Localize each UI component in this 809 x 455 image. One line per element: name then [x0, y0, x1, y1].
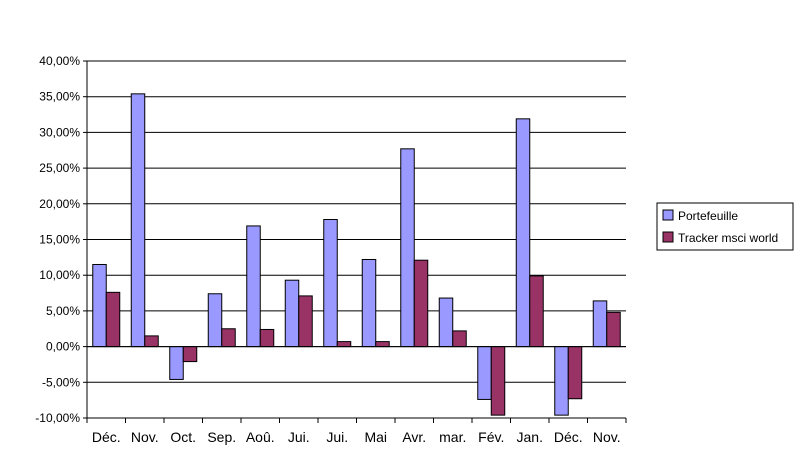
legend-label-tracker: Tracker msci world	[678, 231, 778, 245]
x-tick-label: Oct.	[170, 429, 196, 445]
bar-tracker	[182, 346, 198, 363]
bar-portefeuille	[92, 263, 107, 348]
legend-label-portefeuille: Portefeuille	[678, 209, 738, 223]
bar-portefeuille	[284, 279, 300, 348]
y-tick-label: -10,00%	[35, 411, 80, 425]
x-tick-label: mar.	[439, 429, 466, 445]
bar-portefeuille	[130, 93, 146, 348]
y-tick-label: 20,00%	[39, 197, 80, 211]
bar-tracker	[298, 295, 313, 348]
bar-portefeuille	[592, 300, 608, 348]
bar-tracker	[105, 291, 121, 348]
x-tick-label: Mai	[364, 429, 387, 445]
bar-tracker	[259, 328, 275, 348]
plot-area: 40,00% 35,00% 30,00% 25,00% 20,00% 15,00% 10,0…	[35, 54, 627, 445]
bar-portefeuille	[246, 225, 261, 348]
x-tick-label: Fév.	[478, 429, 504, 445]
y-tick-label: 35,00%	[39, 90, 80, 104]
y-tick-label: 15,00%	[39, 233, 80, 247]
bar-tracker	[529, 275, 544, 348]
y-tick-label: 40,00%	[39, 54, 80, 68]
bar-tracker	[375, 341, 390, 348]
x-tick-label: Aoû.	[246, 429, 275, 445]
x-tick-label: Jan.	[517, 429, 543, 445]
y-tick-label: 5,00%	[46, 304, 80, 318]
x-tick-label: Nov.	[131, 429, 159, 445]
x-tick-label: Jui.	[288, 429, 310, 445]
bar-tracker	[144, 335, 159, 348]
x-tick-label: Déc.	[554, 429, 583, 445]
bar-tracker	[221, 328, 236, 348]
bar-portefeuille	[207, 293, 223, 348]
y-tick-label: 25,00%	[39, 161, 80, 175]
bar-tracker	[413, 259, 429, 348]
bar-tracker	[336, 341, 352, 348]
y-tick-label: 10,00%	[39, 268, 80, 282]
bar-portefeuille	[477, 346, 492, 400]
legend: Portefeuille Tracker msci world	[656, 202, 794, 251]
bar-portefeuille	[323, 219, 338, 348]
x-axis-ticks: Déc. Nov. Oct. Sep. Aoû. Jui. Jui. Mai Avr. mar. F…	[86, 418, 627, 445]
x-tick-label: Déc.	[92, 429, 121, 445]
bar-tracker	[567, 346, 583, 400]
x-tick-label: Avr.	[402, 429, 426, 445]
bar-portefeuille	[169, 346, 184, 380]
legend-swatch-portefeuille	[662, 209, 674, 221]
x-tick-label: Jui.	[326, 429, 348, 445]
y-tick-label: 30,00%	[39, 125, 80, 139]
bar-tracker	[606, 311, 621, 348]
x-tick-label: Sep.	[207, 429, 236, 445]
x-tick-label: Nov.	[593, 429, 621, 445]
legend-box	[656, 202, 794, 251]
y-axis-ticks: 40,00% 35,00% 30,00% 25,00% 20,00% 15,00% 10,0…	[35, 54, 87, 425]
y-tick-label: 0,00%	[46, 340, 80, 354]
bar-portefeuille	[400, 148, 415, 348]
bar-portefeuille	[554, 346, 569, 416]
bar-tracker	[452, 330, 467, 348]
legend-swatch-tracker	[662, 231, 674, 243]
bar-portefeuille	[438, 297, 454, 348]
y-tick-label: -5,00%	[42, 375, 80, 389]
bar-portefeuille	[515, 118, 531, 348]
bar-tracker	[490, 346, 506, 416]
bar-portefeuille	[361, 258, 377, 348]
